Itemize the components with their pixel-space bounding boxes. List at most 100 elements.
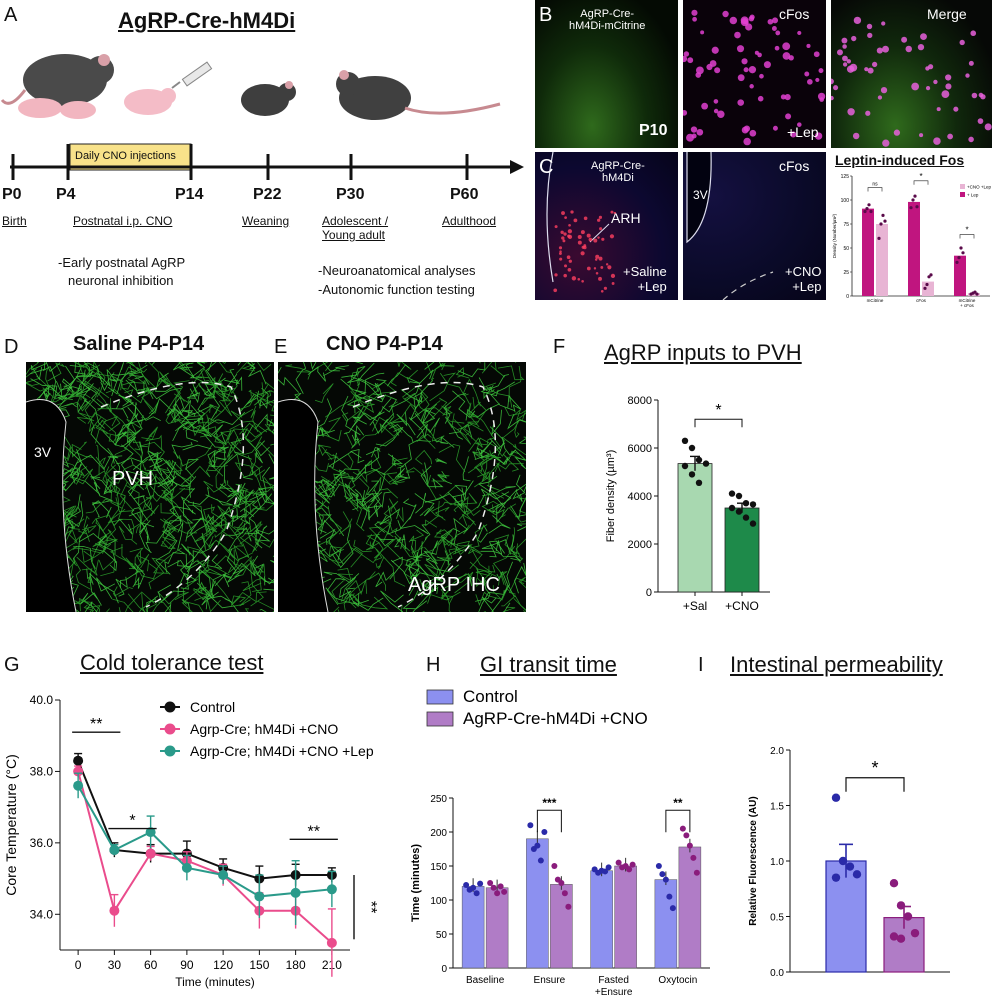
agrp-fiber — [136, 551, 150, 572]
agrp-fiber — [36, 367, 50, 389]
agrp-fiber — [128, 547, 144, 569]
agrp-fiber — [164, 552, 186, 573]
merge-nucleus — [971, 92, 978, 99]
agrp-fiber — [489, 426, 505, 456]
arh-nucleus — [553, 288, 558, 293]
agrp-fiber — [192, 426, 224, 439]
agrp-fiber — [349, 542, 384, 564]
i-point — [845, 862, 855, 871]
cfos-nucleus — [722, 10, 729, 18]
c-sig-label: ns — [872, 182, 878, 188]
agrp-fiber — [62, 463, 81, 477]
pvh-label: PVH — [112, 468, 154, 490]
g-series-line — [77, 760, 332, 880]
agrp-fiber — [187, 546, 210, 572]
agrp-fiber — [226, 548, 240, 583]
agrp-fiber — [96, 577, 116, 600]
agrp-fiber — [337, 609, 340, 612]
h-point — [683, 832, 690, 839]
ventricle-outline — [278, 399, 329, 612]
cfos-nucleus — [743, 67, 749, 73]
cfos-nucleus — [785, 113, 792, 120]
agrp-fiber — [502, 606, 516, 612]
agrp-fiber — [268, 453, 274, 480]
cfos-nucleus — [748, 16, 755, 22]
agrp-fiber — [347, 579, 368, 595]
agrp-fiber — [58, 467, 79, 492]
agrp-fiber — [448, 423, 473, 439]
agrp-fiber — [372, 413, 395, 435]
cfos-nucleus — [775, 30, 781, 36]
agrp-fiber — [67, 374, 97, 393]
h-legend-label: Control — [463, 687, 518, 706]
agrp-fiber — [115, 576, 128, 597]
c-point — [957, 256, 961, 260]
panel-d-letter: D — [4, 336, 19, 358]
h-point — [693, 869, 700, 876]
cfos-nucleus — [815, 77, 820, 83]
cfos-nucleus — [749, 129, 757, 137]
agrp-fiber — [146, 441, 159, 471]
agrp-fiber — [152, 473, 166, 503]
arh-label: ARH — [611, 210, 641, 226]
agrp-fiber — [126, 362, 157, 389]
note-right-2: -Autonomic function testing — [318, 282, 475, 297]
agrp-fiber — [141, 522, 155, 543]
arh-nucleus — [566, 255, 571, 260]
merge-nucleus — [917, 43, 925, 51]
h-point — [551, 863, 558, 869]
agrp-fiber — [126, 415, 144, 429]
agrp-fiber — [106, 369, 122, 385]
agrp-fiber — [425, 500, 440, 528]
agrp-fiber — [349, 577, 369, 606]
agrp-fiber — [111, 400, 129, 419]
cfos-nucleus — [754, 50, 759, 55]
agrp-fiber — [344, 483, 360, 502]
agrp-fiber — [434, 436, 455, 448]
cfos-nucleus — [813, 51, 820, 58]
agrp-fiber — [406, 369, 434, 384]
cfos-nucleus — [757, 95, 764, 102]
agrp-fiber — [172, 400, 191, 416]
cfos-nucleus — [759, 73, 764, 79]
c-legend-label: + Lep — [967, 193, 979, 198]
agrp-fiber — [409, 567, 435, 580]
f-y-tick-label: 6000 — [628, 443, 652, 455]
agrp-fiber — [341, 395, 361, 436]
agrp-fiber — [341, 410, 360, 423]
agrp-fiber — [156, 459, 192, 483]
f-point — [728, 504, 736, 512]
h-point — [629, 861, 636, 868]
agrp-fiber — [454, 540, 481, 555]
g-point — [73, 780, 84, 791]
agrp-fiber — [74, 525, 97, 543]
cfos-nucleus — [807, 78, 813, 85]
agrp-fiber — [365, 447, 381, 458]
h-point — [626, 866, 633, 873]
merge-nucleus — [965, 73, 970, 78]
merge-nucleus — [920, 33, 927, 41]
h-legend-swatch — [426, 711, 454, 727]
agrp-fiber — [515, 514, 526, 518]
agrp-fiber — [203, 479, 227, 493]
tick-p0: P0 — [2, 186, 22, 203]
agrp-fiber — [374, 379, 387, 393]
agrp-fiber — [201, 390, 232, 405]
merge-nucleus — [842, 44, 847, 49]
chart-intestinal-permeability: 0.0 0.5 1.0 1.5 2.0 Relative Fluorescence (AU… — [748, 746, 950, 979]
c-point — [929, 273, 933, 277]
cfos-nucleus — [690, 126, 698, 133]
agrp-fiber — [389, 498, 404, 523]
micrograph-arh-saline: C AgRP-Cre- hM4Di ARH +Saline +Lep — [535, 152, 678, 300]
agrp-fiber — [443, 393, 467, 424]
agrp-fiber — [332, 453, 354, 471]
ventricle-outline — [26, 399, 77, 612]
h-category-label: Baseline — [466, 975, 505, 986]
arh-nucleus — [597, 218, 601, 222]
adolescent-mouse — [336, 70, 501, 120]
agrp-fiber — [184, 405, 213, 429]
merge-nucleus — [893, 129, 901, 136]
arh-nucleus — [560, 230, 564, 234]
c-point — [863, 209, 867, 214]
agrp-fiber — [151, 600, 172, 612]
